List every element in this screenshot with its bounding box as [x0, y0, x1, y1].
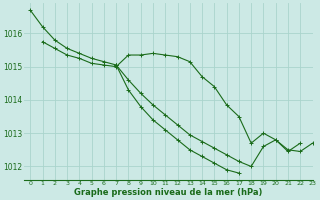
X-axis label: Graphe pression niveau de la mer (hPa): Graphe pression niveau de la mer (hPa): [74, 188, 262, 197]
